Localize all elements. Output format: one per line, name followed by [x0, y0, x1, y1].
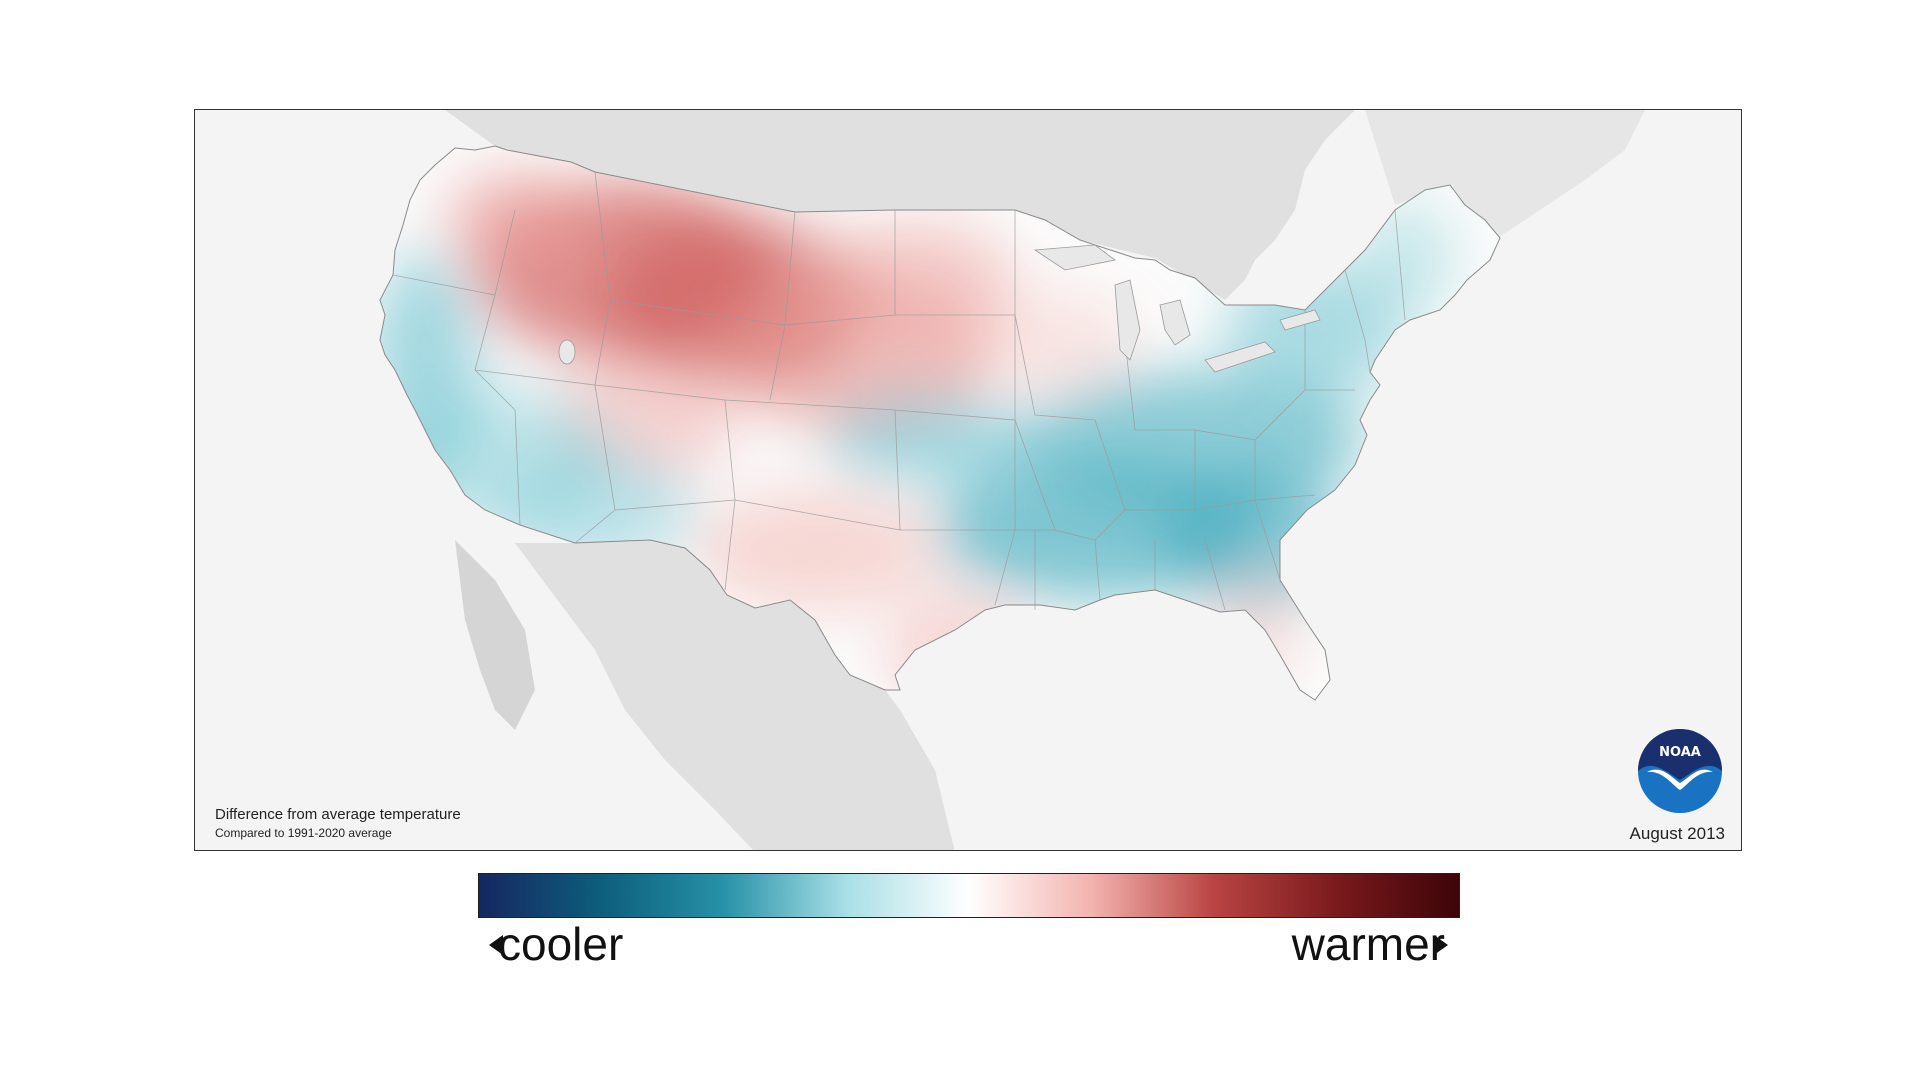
- color-scale-bar: [478, 873, 1460, 918]
- noaa-logo-icon: NOAA: [1637, 728, 1723, 814]
- right-arrow-icon: [1434, 935, 1448, 955]
- cooler-label: cooler: [498, 918, 624, 970]
- map-caption-subtitle: Compared to 1991-2020 average: [215, 826, 392, 840]
- us-map: [379, 110, 1645, 850]
- left-arrow-icon: [489, 935, 503, 955]
- state-borders: [392, 171, 1406, 611]
- map-caption-title: Difference from average temperature: [215, 806, 461, 823]
- warmer-label: warmer: [1291, 918, 1445, 970]
- map-date: August 2013: [1629, 824, 1725, 843]
- map-panel: NOAA Difference from average temperature…: [194, 109, 1742, 851]
- great-lakes: [558, 244, 1321, 373]
- svg-text:NOAA: NOAA: [1659, 745, 1701, 760]
- us-outline: [379, 145, 1501, 701]
